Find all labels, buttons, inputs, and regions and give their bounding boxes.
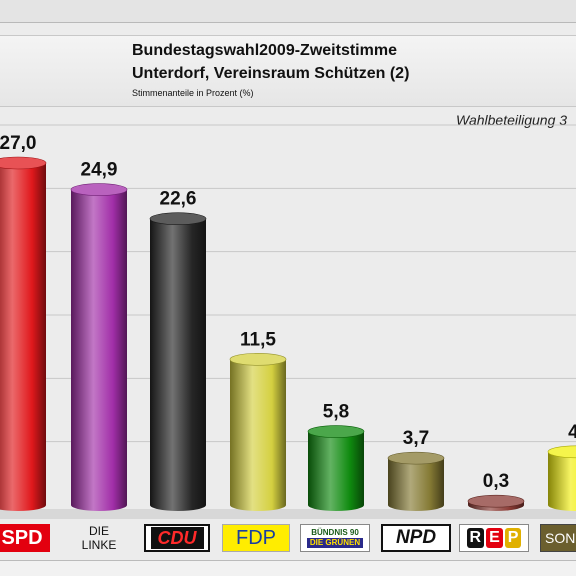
- chart-header: [0, 35, 576, 107]
- value-label: 4,: [568, 422, 576, 443]
- logo-text: P: [504, 528, 522, 548]
- value-label: 24,9: [81, 160, 118, 181]
- logo-text: DIE: [88, 524, 109, 538]
- top-bar: [0, 0, 576, 23]
- logo-text: DIE GRÜNEN: [306, 538, 364, 548]
- party-logo-linke: DIE LINKE: [72, 522, 126, 554]
- party-logo-npd: NPD: [381, 524, 451, 552]
- bar-die-linke: [71, 189, 127, 511]
- chart-subtitle: Unterdorf, Vereinsraum Schützen (2): [132, 65, 410, 82]
- party-logo-row: SPD DIE LINKE CDU FDP BÜNDNIS 90 DIE GRÜNEN NPD…: [0, 520, 576, 560]
- chart-caption: Stimmenanteile in Prozent (%): [132, 88, 254, 98]
- party-logo-sons: SONS: [540, 524, 576, 552]
- value-label: 22,6: [160, 189, 197, 210]
- chart-floor: [0, 509, 576, 519]
- bar-npd: [388, 458, 444, 511]
- bar-sonstige: [548, 451, 576, 511]
- bar-top-cap: [0, 156, 47, 170]
- logo-text: R: [466, 528, 485, 548]
- turnout-label: Wahlbeteiligung 3: [456, 112, 568, 128]
- bar-gr-ne: [308, 431, 364, 511]
- logo-text: CDU: [150, 527, 204, 549]
- value-label: 0,3: [483, 471, 509, 492]
- bar-top-cap: [547, 445, 576, 459]
- chart-title: Bundestagswahl2009-Zweitstimme: [132, 42, 397, 59]
- logo-text: E: [486, 528, 503, 548]
- value-label: 5,8: [323, 402, 349, 423]
- party-logo-gruene: BÜNDNIS 90 DIE GRÜNEN: [300, 524, 370, 552]
- party-logo-fdp: FDP: [222, 524, 290, 552]
- bar-top-cap: [149, 212, 207, 226]
- bar-top-cap: [467, 494, 525, 508]
- logo-text: BÜNDNIS 90: [311, 528, 359, 537]
- party-logo-cdu: CDU: [144, 524, 210, 552]
- logo-text: LINKE: [81, 538, 117, 552]
- value-label: 3,7: [403, 428, 429, 449]
- bar-top-cap: [387, 451, 445, 465]
- bar-top-cap: [229, 353, 287, 366]
- value-label: 11,5: [240, 329, 276, 350]
- bar-cdu: [150, 218, 206, 511]
- footer-bar: [0, 560, 576, 576]
- bar-top-cap: [307, 425, 365, 438]
- value-label: 27,0: [0, 133, 36, 154]
- bar-spd: [0, 163, 46, 511]
- party-logo-spd: SPD: [0, 524, 50, 552]
- bar-top-cap: [70, 183, 128, 196]
- bar-fdp: [230, 359, 286, 511]
